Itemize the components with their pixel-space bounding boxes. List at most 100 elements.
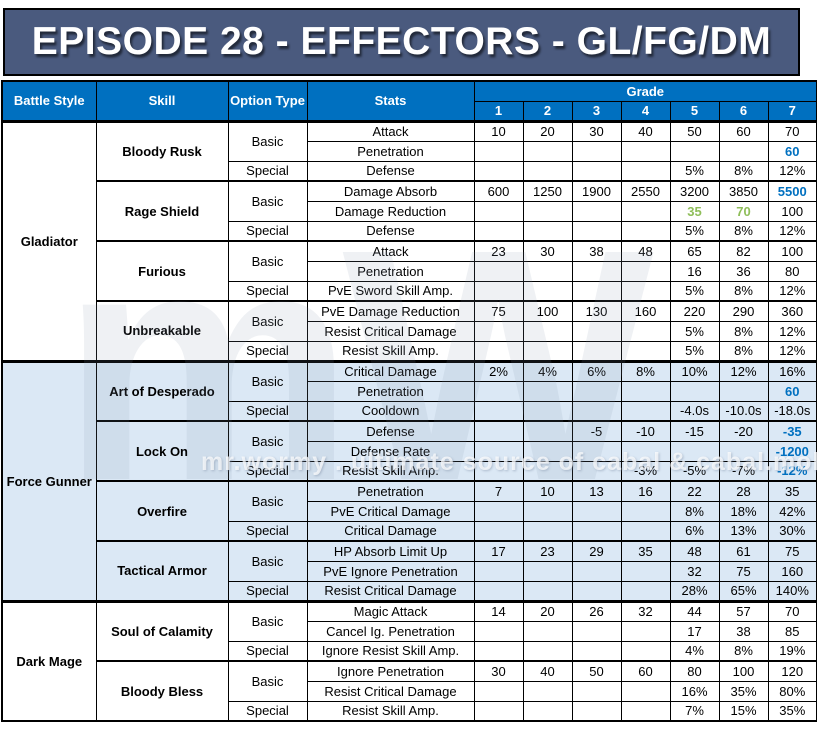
value-cell: 38	[571, 240, 622, 262]
option-type-cell: Special	[227, 400, 308, 422]
value-cell: 60	[767, 140, 817, 162]
value-cell: 23	[522, 540, 573, 562]
table-row: Penetration 16 36 80	[2, 260, 817, 282]
value-cell	[620, 340, 671, 362]
value-cell: 2%	[473, 359, 524, 382]
value-cell: 50	[571, 660, 622, 682]
stat-cell: Cooldown	[306, 400, 475, 422]
value-cell: 5%	[669, 320, 720, 342]
table-row: Tactical Armor Basic HP Absorb Limit Up 17 2…	[2, 540, 817, 602]
header-battle-style: Battle Style	[1, 80, 97, 122]
value-cell	[473, 380, 524, 402]
value-cell: 70	[718, 200, 769, 222]
value-cell: 75	[473, 300, 524, 322]
table-row: Resist Critical Damage 16% 35% 80%	[2, 680, 817, 702]
skill-cell: Soul of Calamity	[95, 599, 229, 662]
value-cell: 70	[767, 599, 817, 622]
value-cell	[473, 700, 524, 722]
value-cell	[473, 500, 524, 522]
value-cell	[571, 400, 622, 422]
table-header: Battle Style Skill Option Type Stats Gra…	[1, 80, 817, 122]
value-cell	[571, 380, 622, 402]
value-cell	[473, 620, 524, 642]
value-cell: 60	[620, 660, 671, 682]
value-cell: 100	[522, 300, 573, 322]
effectors-table: Battle Style Skill Option Type Stats Gra…	[1, 80, 817, 722]
option-type-cell: Basic	[227, 599, 308, 642]
stat-cell: Defense	[306, 160, 475, 182]
table-row: Lock On Basic Defense -5 -10 -15 -20 -35	[2, 420, 817, 482]
value-cell: 8%	[718, 160, 769, 182]
stat-cell: Cancel Ig. Penetration	[306, 620, 475, 642]
table-row: Special Resist Skill Amp. 7% 15% 35%	[2, 700, 817, 722]
value-cell: -7%	[718, 460, 769, 482]
option-type-cell: Basic	[227, 240, 308, 282]
value-cell: 120	[767, 660, 817, 682]
value-cell: 48	[620, 240, 671, 262]
option-type-cell: Basic	[227, 420, 308, 462]
value-cell: 35	[767, 480, 817, 502]
stat-cell: Penetration	[306, 380, 475, 402]
value-cell	[620, 700, 671, 722]
value-cell: 48	[669, 540, 720, 562]
stat-cell: PvE Sword Skill Amp.	[306, 280, 475, 302]
value-cell: 12%	[767, 340, 817, 362]
option-type-cell: Basic	[227, 540, 308, 582]
table-row: Resist Critical Damage 5% 8% 12%	[2, 320, 817, 342]
stat-cell: Resist Skill Amp.	[306, 700, 475, 722]
value-cell	[522, 440, 573, 462]
option-type-cell: Basic	[227, 359, 308, 402]
value-cell	[620, 400, 671, 422]
value-cell: 17	[669, 620, 720, 642]
value-cell	[522, 420, 573, 442]
value-cell: 100	[718, 660, 769, 682]
value-cell: 8%	[669, 500, 720, 522]
value-cell: 4%	[522, 359, 573, 382]
value-cell: 23	[473, 240, 524, 262]
option-type-cell: Basic	[227, 660, 308, 702]
value-cell: 16%	[669, 680, 720, 702]
value-cell: 32	[620, 599, 671, 622]
table-row: Special Resist Critical Damage 28% 65% 140%	[2, 580, 817, 602]
value-cell: 100	[767, 200, 817, 222]
option-type-cell: Basic	[227, 119, 308, 162]
value-cell: 5%	[669, 340, 720, 362]
value-cell: 100	[767, 240, 817, 262]
value-cell: 160	[767, 560, 817, 582]
value-cell: 13%	[718, 520, 769, 542]
value-cell	[522, 340, 573, 362]
value-cell	[473, 560, 524, 582]
stat-cell: Resist Critical Damage	[306, 680, 475, 702]
value-cell	[571, 620, 622, 642]
value-cell: -12%	[767, 460, 817, 482]
value-cell	[620, 320, 671, 342]
value-cell: 16%	[767, 359, 817, 382]
option-type-cell: Special	[227, 340, 308, 362]
value-cell: 60	[767, 380, 817, 402]
value-cell	[522, 640, 573, 662]
value-cell: 5%	[669, 280, 720, 302]
header-grade-5: 5	[669, 100, 720, 122]
value-cell	[571, 460, 622, 482]
value-cell: 2550	[620, 180, 671, 202]
value-cell: 220	[669, 300, 720, 322]
value-cell	[620, 260, 671, 282]
header-grade-2: 2	[522, 100, 573, 122]
skill-cell: Tactical Armor	[95, 540, 229, 602]
header-grade-3: 3	[571, 100, 622, 122]
skill-cell: Rage Shield	[95, 180, 229, 242]
table-row: Special Resist Skill Amp. 5% 8% 12%	[2, 340, 817, 362]
value-cell: 8%	[718, 320, 769, 342]
table-row: Unbreakable Basic PvE Damage Reduction 75 10…	[2, 300, 817, 362]
option-type-cell: Special	[227, 220, 308, 242]
value-cell	[522, 400, 573, 422]
value-cell	[522, 520, 573, 542]
value-cell: 1250	[522, 180, 573, 202]
value-cell	[620, 680, 671, 702]
value-cell: 26	[571, 599, 622, 622]
value-cell: 12%	[767, 280, 817, 302]
value-cell: -35	[767, 420, 817, 442]
value-cell: 12%	[767, 320, 817, 342]
value-cell	[620, 520, 671, 542]
option-type-cell: Special	[227, 160, 308, 182]
